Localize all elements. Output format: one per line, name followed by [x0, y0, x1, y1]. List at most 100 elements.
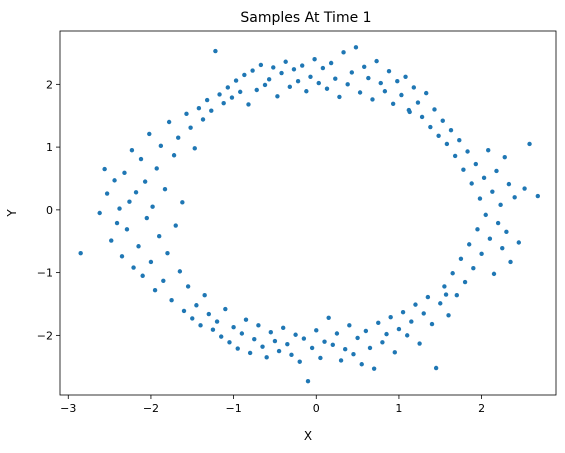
data-point [275, 94, 280, 99]
data-point [238, 89, 243, 95]
data-point [301, 336, 307, 341]
data-point [399, 92, 404, 98]
data-point [425, 294, 431, 300]
data-point [443, 292, 449, 297]
data-point [171, 153, 177, 158]
data-point [415, 100, 421, 105]
data-point [177, 269, 183, 274]
data-point [388, 314, 393, 320]
data-point [176, 135, 181, 140]
data-point [287, 84, 293, 90]
data-point [213, 48, 218, 54]
data-point [246, 102, 251, 107]
data-point [454, 293, 459, 298]
data-point [271, 65, 276, 70]
data-point [338, 358, 344, 363]
data-point [506, 181, 512, 187]
data-point [78, 250, 83, 256]
data-point [204, 97, 210, 103]
data-point [293, 332, 298, 337]
data-point [138, 156, 144, 162]
x-tick-label: 2 [478, 402, 485, 415]
data-point [337, 94, 342, 100]
data-point [450, 271, 455, 276]
data-point [395, 79, 400, 84]
data-point [225, 85, 231, 90]
data-point [210, 327, 216, 332]
data-point [231, 325, 236, 330]
data-point [289, 352, 294, 358]
data-point [272, 338, 278, 344]
data-point [452, 153, 458, 159]
x-tick-label: −3 [60, 402, 76, 415]
data-point [233, 78, 239, 83]
y-tick-label: −2 [37, 329, 53, 342]
data-point [297, 359, 302, 364]
data-point [357, 90, 363, 95]
data-point [260, 344, 265, 349]
data-point [512, 195, 517, 200]
data-point [127, 199, 132, 204]
data-point [157, 234, 162, 239]
data-point [535, 193, 541, 199]
data-point [487, 236, 493, 241]
y-tick-label: 0 [46, 204, 53, 217]
data-point [185, 284, 191, 289]
data-point [254, 87, 259, 93]
data-point [144, 215, 149, 221]
data-point [359, 362, 364, 367]
data-point [349, 70, 355, 75]
data-point [295, 79, 301, 84]
data-point [209, 108, 214, 113]
data-point [362, 64, 367, 69]
data-point [363, 328, 369, 334]
data-point [285, 341, 290, 347]
data-point [184, 111, 189, 117]
data-point [124, 227, 130, 232]
data-point [328, 60, 334, 66]
data-point [347, 323, 352, 328]
data-point [198, 323, 203, 328]
data-point [527, 141, 532, 147]
data-point [258, 62, 264, 68]
data-point [428, 124, 433, 130]
y-axis-label: Y [5, 209, 19, 218]
data-point [136, 244, 141, 249]
data-point [386, 68, 392, 74]
data-point [502, 154, 507, 160]
chart-title: Samples At Time 1 [240, 10, 371, 26]
data-point [458, 256, 464, 262]
data-point [442, 284, 447, 289]
data-point [498, 202, 503, 208]
data-point [131, 265, 136, 270]
y-tick-label: −1 [37, 267, 53, 280]
data-point [304, 89, 309, 94]
data-point [181, 308, 187, 314]
data-point [481, 175, 487, 181]
data-point [384, 331, 389, 337]
data-point [148, 259, 154, 265]
data-point [262, 82, 268, 88]
data-point [166, 119, 172, 125]
data-point [192, 146, 197, 151]
data-point [122, 170, 127, 176]
data-point [223, 306, 228, 312]
data-point [469, 181, 474, 186]
data-point [382, 89, 388, 94]
data-point [446, 313, 451, 318]
data-point [508, 259, 513, 265]
data-point [322, 339, 327, 344]
data-point [109, 238, 114, 243]
data-point [252, 336, 257, 342]
data-point [235, 346, 240, 351]
data-points [78, 45, 541, 384]
data-point [316, 80, 321, 86]
data-point [129, 148, 135, 153]
x-tick-label: −2 [143, 402, 159, 415]
data-point [308, 74, 313, 80]
data-point [374, 58, 379, 64]
data-point [411, 85, 417, 90]
data-point [483, 212, 488, 218]
